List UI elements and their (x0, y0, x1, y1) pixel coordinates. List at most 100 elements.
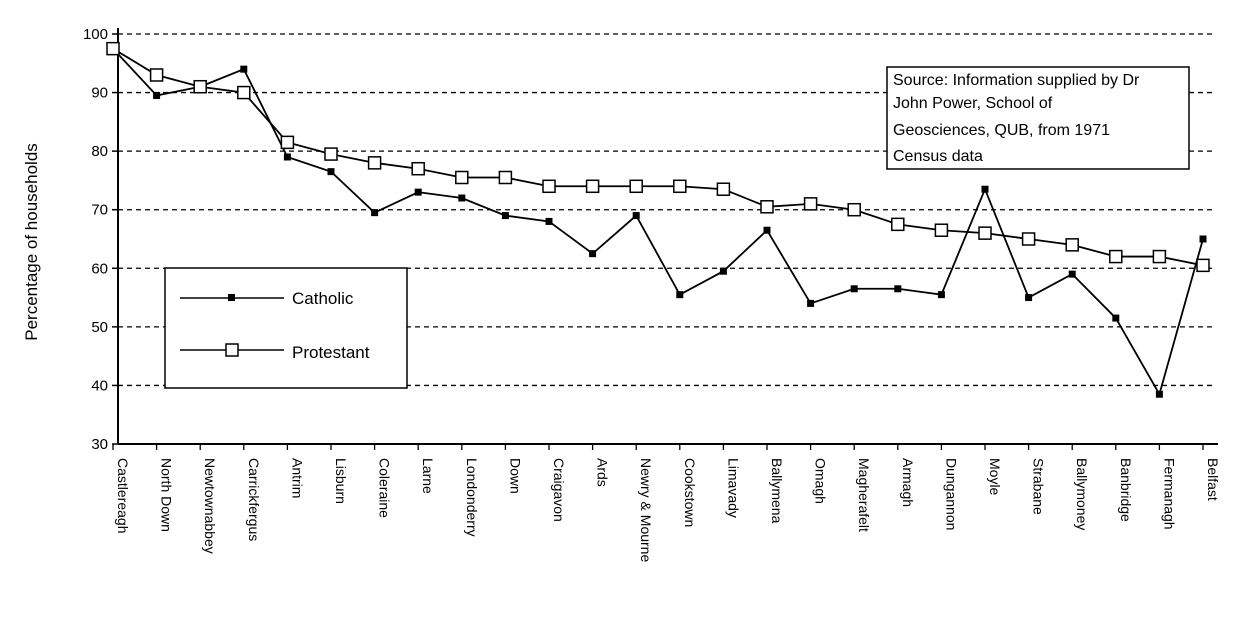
x-tick-label-16: Omagh (813, 458, 829, 504)
point-protestant-25 (1196, 258, 1210, 273)
x-tick-label-1: North Down (159, 458, 175, 532)
source-line-1: Source: Information supplied by Dr (893, 72, 1140, 89)
x-tick-label-7: Larne (420, 458, 436, 494)
point-protestant-20 (978, 226, 992, 240)
source-box (886, 66, 1190, 170)
source-line-4: Census data (893, 148, 983, 165)
series-line-protestant (112, 47, 1204, 267)
x-tick-label-11: Ards (595, 458, 611, 487)
y-tick-label-100: 100 (83, 26, 108, 43)
point-protestant-16 (803, 197, 818, 211)
x-tick-label-21: Strabane (1031, 458, 1047, 515)
x-tick-label-15: Ballymena (769, 458, 785, 524)
x-tick-label-12: Newry & Mourne (638, 458, 654, 562)
source-annotation: Source: Information supplied by Dr John … (886, 66, 1190, 170)
legend: Catholic Protestant (164, 267, 408, 389)
x-tick-label-24: Fermanagh (1161, 458, 1177, 530)
point-protestant-18 (891, 217, 905, 232)
x-tick-label-18: Armagh (900, 458, 916, 507)
x-tick-label-2: Newtownabbey (202, 458, 218, 554)
point-protestant-23 (1109, 249, 1123, 264)
point-catholic-3 (240, 65, 248, 73)
point-catholic-22 (1068, 270, 1076, 278)
legend-marker-protestant (225, 343, 239, 357)
point-protestant-10 (542, 179, 556, 194)
point-protestant-8 (455, 170, 469, 185)
point-protestant-0 (106, 41, 120, 56)
x-tick-label-14: Limavady (725, 458, 741, 518)
x-tick-label-13: Cookstown (682, 458, 698, 527)
point-catholic-11 (589, 250, 597, 258)
point-catholic-19 (937, 291, 945, 299)
y-tick-label-90: 90 (91, 85, 108, 102)
point-catholic-10 (545, 217, 553, 225)
x-tick-label-3: Carrickfergus (246, 458, 262, 541)
y-tick-label-80: 80 (91, 143, 108, 160)
point-catholic-15 (763, 226, 771, 234)
point-catholic-5 (327, 168, 335, 176)
x-tick-label-20: Moyle (987, 458, 1003, 496)
point-protestant-6 (367, 156, 382, 170)
point-catholic-21 (1025, 294, 1033, 302)
point-catholic-16 (807, 299, 815, 307)
x-tick-label-4: Antrim (289, 458, 305, 498)
point-protestant-5 (324, 147, 338, 161)
x-tick-label-19: Dungannon (943, 458, 959, 530)
y-tick-label-70: 70 (91, 202, 108, 219)
x-tick-label-0: Castlereagh (115, 458, 131, 534)
point-catholic-7 (414, 188, 422, 196)
x-tick-label-5: Lisburn (333, 458, 349, 504)
point-protestant-11 (585, 179, 600, 194)
legend-label-catholic: Catholic (292, 289, 354, 308)
point-protestant-22 (1065, 238, 1079, 252)
point-protestant-17 (847, 202, 861, 217)
point-protestant-19 (934, 223, 949, 237)
x-tick-label-10: Craigavon (551, 458, 567, 522)
series-line-catholic (112, 48, 1204, 397)
point-catholic-20 (981, 185, 989, 193)
x-ticks: Castlereagh North Down Newtownabbey Carrick… (112, 444, 1221, 562)
point-protestant-13 (673, 179, 687, 194)
y-tick-label-60: 60 (91, 260, 108, 277)
x-tick-label-17: Magherafelt (856, 458, 872, 532)
point-protestant-12 (629, 179, 643, 194)
point-protestant-2 (193, 79, 207, 94)
legend-marker-catholic (228, 294, 235, 301)
point-protestant-4 (280, 135, 295, 150)
point-catholic-13 (676, 291, 684, 299)
point-catholic-23 (1112, 314, 1120, 322)
source-line-2: John Power, School of (893, 95, 1053, 112)
point-catholic-8 (458, 194, 466, 202)
point-catholic-4 (283, 153, 291, 161)
point-catholic-1 (153, 92, 161, 99)
y-tick-label-40: 40 (91, 377, 108, 394)
point-catholic-18 (894, 285, 902, 293)
x-tick-label-23: Banbridge (1118, 458, 1134, 522)
point-protestant-3 (237, 85, 251, 100)
x-tick-label-25: Belfast (1205, 458, 1221, 501)
y-axis-label: Percentage of households (22, 143, 41, 341)
point-catholic-25 (1199, 235, 1207, 243)
point-protestant-7 (411, 161, 425, 176)
point-protestant-15 (760, 200, 774, 214)
x-tick-label-22: Ballymoney (1074, 458, 1090, 530)
x-tick-label-8: Londonderry (464, 458, 480, 537)
point-catholic-9 (501, 212, 509, 220)
legend-label-protestant: Protestant (292, 343, 370, 362)
x-tick-label-9: Down (507, 458, 523, 494)
point-catholic-17 (850, 285, 858, 293)
point-protestant-21 (1021, 232, 1036, 246)
axes (117, 28, 1218, 445)
legend-box (164, 267, 408, 389)
point-catholic-24 (1155, 390, 1163, 398)
series-layer (106, 41, 1210, 398)
x-tick-label-6: Coleraine (377, 458, 393, 518)
y-tick-label-30: 30 (91, 436, 108, 453)
point-protestant-9 (498, 170, 513, 185)
y-ticks: 30 40 50 60 70 80 90 100 (83, 26, 118, 453)
point-catholic-12 (632, 212, 640, 220)
point-protestant-14 (716, 182, 731, 196)
point-catholic-14 (719, 267, 727, 275)
source-line-3: Geosciences, QUB, from 1971 (893, 122, 1110, 139)
